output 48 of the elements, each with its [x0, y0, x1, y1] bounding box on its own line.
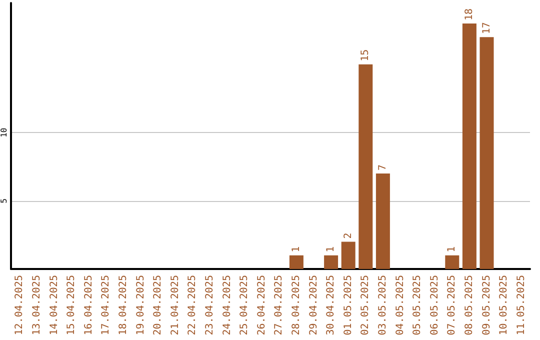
x-tick-label: 20.04.2025: [152, 275, 164, 336]
x-tick-label: 10.05.2025: [498, 275, 510, 336]
x-tick-label: 25.04.2025: [239, 275, 250, 336]
x-tick-label: 21.04.2025: [170, 275, 181, 336]
x-tick-label: 04.05.2025: [394, 275, 406, 336]
x-tick-label: 28.04.2025: [290, 275, 302, 336]
x-tick-label: 14.04.2025: [48, 275, 60, 336]
x-tick-label: 23.04.2025: [204, 275, 216, 336]
bar: [376, 174, 390, 269]
x-tick-label: 29.04.2025: [308, 275, 320, 336]
bar: [445, 255, 460, 269]
x-tick-label: 01.05.2025: [342, 275, 354, 336]
data-label: 1: [326, 246, 337, 252]
x-tick-label: 15.04.2025: [66, 275, 78, 336]
x-tick-label: 16.04.2025: [83, 275, 94, 336]
x-tick-label: 11.05.2025: [516, 275, 527, 336]
x-tick-label: 22.04.2025: [187, 275, 198, 336]
x-tick-label: 12.04.2025: [14, 275, 26, 336]
y-tick-label: 10: [0, 128, 8, 138]
x-tick-label: 05.05.2025: [412, 275, 424, 336]
bar: [480, 37, 494, 269]
x-tick-label: 07.05.2025: [446, 275, 458, 336]
data-label: 2: [342, 232, 354, 239]
data-label: 18: [464, 8, 475, 20]
x-tick-label: 06.05.2025: [429, 275, 440, 336]
data-label: 15: [360, 49, 372, 62]
bar: [289, 255, 304, 269]
bar: [462, 23, 476, 269]
y-tick-label: 5: [0, 198, 8, 204]
x-tick-label: 19.04.2025: [135, 275, 146, 336]
x-tick-label: 30.04.2025: [326, 275, 337, 336]
bar: [358, 64, 373, 269]
data-label: 17: [481, 22, 492, 34]
x-tick-label: 03.05.2025: [377, 275, 388, 336]
x-tick-label: 27.04.2025: [274, 275, 285, 336]
x-tick-label: 18.04.2025: [118, 275, 129, 336]
x-tick-label: 09.05.2025: [481, 275, 492, 336]
data-label: 1: [446, 246, 458, 252]
bar: [324, 255, 338, 269]
data-label: 1: [290, 246, 302, 252]
x-tick-label: 17.04.2025: [100, 275, 112, 336]
x-tick-label: 26.04.2025: [256, 275, 268, 336]
x-tick-label: 08.05.2025: [464, 275, 475, 336]
x-tick-label: 02.05.2025: [360, 275, 372, 336]
x-tick-label: 24.04.2025: [222, 275, 233, 336]
x-tick-label: 13.04.2025: [31, 275, 42, 336]
bar: [341, 242, 356, 269]
data-label: 7: [377, 164, 388, 171]
